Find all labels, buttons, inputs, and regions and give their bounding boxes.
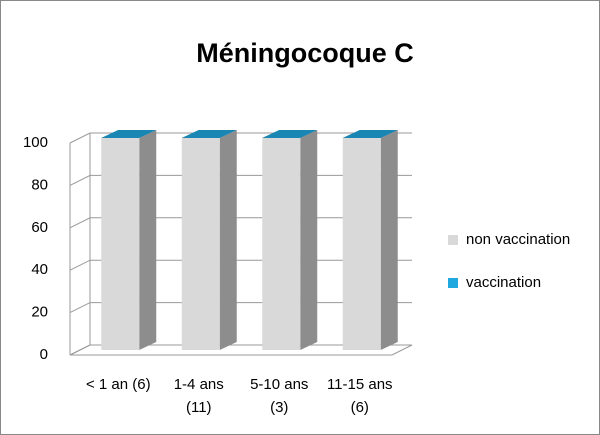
bar [181, 130, 237, 350]
x-tick-label: 5-10 ans [250, 376, 308, 393]
bar-face [181, 138, 220, 350]
bar [262, 130, 318, 350]
x-tick-label: 11-15 ans [327, 376, 393, 393]
bar [262, 130, 318, 138]
bar-face [342, 138, 381, 350]
bar-top [342, 130, 398, 138]
bar-top [101, 130, 157, 138]
bar [181, 130, 237, 138]
bar-side [380, 130, 398, 350]
bar-side [219, 130, 237, 350]
bar [342, 130, 398, 138]
x-tick-label: (3) [270, 399, 288, 416]
chart-title: Méningocoque C [196, 38, 414, 68]
bar-face [262, 138, 301, 350]
legend-swatch [448, 235, 458, 245]
x-tick-label: (11) [186, 399, 212, 416]
bar [342, 130, 398, 350]
bar-face [101, 138, 140, 350]
bar-top [181, 130, 237, 138]
y-tick-label: 20 [31, 304, 48, 321]
y-tick-label: 80 [31, 176, 48, 193]
x-tick-label: (6) [351, 399, 369, 416]
bar-side [139, 130, 157, 350]
bar [101, 130, 157, 138]
legend-swatch [448, 278, 458, 288]
bar-side [300, 130, 318, 350]
y-tick-label: 60 [31, 219, 48, 236]
x-tick-label: 1-4 ans [174, 376, 224, 393]
bar [101, 130, 157, 350]
legend-label: vaccination [466, 274, 541, 291]
y-tick-label: 100 [23, 134, 48, 151]
x-tick-label: < 1 an (6) [86, 376, 151, 393]
y-tick-label: 0 [40, 346, 48, 363]
legend-label: non vaccination [466, 231, 570, 248]
y-tick-label: 40 [31, 261, 48, 278]
bar-top [262, 130, 318, 138]
